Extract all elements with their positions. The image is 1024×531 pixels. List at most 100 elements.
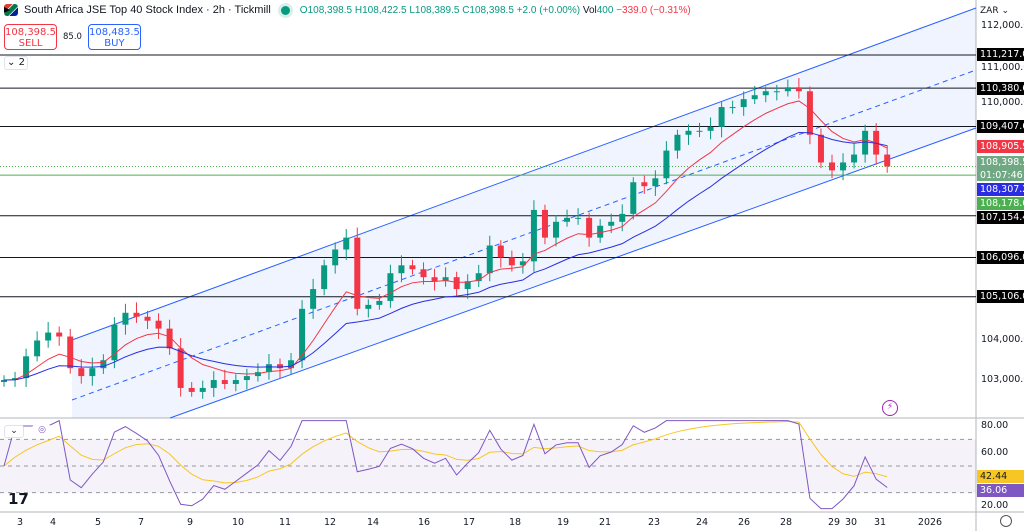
candle-body xyxy=(840,162,847,171)
candle-body xyxy=(188,387,195,392)
candle-body xyxy=(453,277,460,290)
candle-body xyxy=(718,107,725,127)
candle-body xyxy=(376,300,383,305)
lightning-icon[interactable]: ⚡ xyxy=(882,400,898,416)
candle-body xyxy=(884,154,891,167)
candle-body xyxy=(265,364,272,373)
rsi-tick-label: 80.00 xyxy=(981,420,1009,431)
candle-body xyxy=(586,217,593,238)
candle-body xyxy=(751,95,758,100)
candle-body xyxy=(674,134,681,151)
candle-body xyxy=(122,312,129,325)
x-tick-label: 28 xyxy=(780,517,792,528)
candle-body xyxy=(564,217,571,222)
candle-body xyxy=(89,368,96,377)
x-tick-label: 29 xyxy=(828,517,840,528)
candle-body xyxy=(78,368,85,377)
candle-body xyxy=(597,225,604,238)
current-price-label: 108,398.5 01:07:46 xyxy=(977,155,1024,181)
candle-body xyxy=(729,107,736,109)
candle-body xyxy=(497,245,504,258)
level-price-label: 109,407.6 xyxy=(977,120,1024,134)
candle-body xyxy=(464,281,471,290)
candle-body xyxy=(365,304,372,309)
candle-body xyxy=(409,265,416,270)
candle-body xyxy=(232,380,239,384)
candle-body xyxy=(817,134,824,163)
x-tick-label: 21 xyxy=(599,517,611,528)
rsi-collapse-button[interactable]: ⌄ xyxy=(4,425,24,438)
channel-line xyxy=(71,7,977,341)
rsi-settings-icon[interactable]: ◎ xyxy=(32,425,52,438)
settings-gear-icon[interactable] xyxy=(1000,515,1012,527)
candle-body xyxy=(67,336,74,369)
buy-button[interactable]: 108,483.5 BUY xyxy=(87,24,141,50)
candle-body xyxy=(486,245,493,274)
x-tick-label: 24 xyxy=(696,517,708,528)
candle-body xyxy=(243,376,250,381)
x-tick-label: 19 xyxy=(557,517,569,528)
level-price-label: 105,106.0 xyxy=(977,290,1024,304)
candle-body xyxy=(530,209,537,262)
candle-body xyxy=(155,320,162,329)
candle-body xyxy=(56,332,63,337)
x-tick-label: 12 xyxy=(324,517,336,528)
candle-body xyxy=(177,348,184,388)
candle-body xyxy=(310,289,317,309)
candle-body xyxy=(431,277,438,282)
candle-body xyxy=(851,154,858,163)
candle-body xyxy=(221,380,228,384)
candle-body xyxy=(641,182,648,187)
candle-body xyxy=(442,277,449,282)
level-price-label: 107,154.4 xyxy=(977,210,1024,224)
x-tick-label: 30 xyxy=(845,517,857,528)
candle-body xyxy=(299,308,306,361)
x-tick-label: 5 xyxy=(95,517,101,528)
candle-body xyxy=(707,126,714,131)
candle-body xyxy=(144,316,151,321)
candle-body xyxy=(652,178,659,187)
y-tick-label: 111,000.0 xyxy=(981,62,1024,74)
current-price-label: 108,307.2 xyxy=(977,182,1024,196)
rsi-line xyxy=(3,419,888,510)
chart-header: South Africa JSE Top 40 Stock Index · 2h… xyxy=(4,4,691,16)
candle-body xyxy=(553,221,559,238)
candle-body xyxy=(829,162,835,171)
candle-body xyxy=(773,91,780,93)
x-tick-label: 10 xyxy=(232,517,244,528)
indicators-collapse-button[interactable]: ⌄ 2 xyxy=(4,56,28,70)
y-tick-label: 112,000.0 xyxy=(981,20,1024,31)
candle-body xyxy=(663,150,670,179)
candle-body xyxy=(575,217,582,219)
symbol-title[interactable]: South Africa JSE Top 40 Stock Index · 2h… xyxy=(24,4,271,16)
candle-body xyxy=(862,130,869,155)
x-tick-label: 16 xyxy=(418,517,430,528)
current-price-label: 108,905.9 xyxy=(977,139,1024,153)
rsi-tick-label: 20.00 xyxy=(981,499,1009,511)
trade-panel: 108,398.5 SELL 85.0 108,483.5 BUY xyxy=(4,24,141,50)
x-tick-label: 9 xyxy=(187,517,193,528)
candle-body xyxy=(254,372,261,377)
level-price-label: 110,380.6 xyxy=(977,81,1024,95)
channel-line xyxy=(169,127,977,419)
x-tick-label: 3 xyxy=(17,517,23,528)
x-tick-label: 7 xyxy=(138,517,144,528)
candle-body xyxy=(806,91,813,135)
candle-body xyxy=(508,257,515,266)
candle-body xyxy=(166,328,173,349)
sell-button[interactable]: 108,398.5 SELL xyxy=(4,24,57,50)
y-tick-label: 103,000.0 xyxy=(981,374,1024,386)
x-tick-label: 11 xyxy=(279,517,291,528)
candle-body xyxy=(541,209,548,238)
candle-body xyxy=(762,91,769,96)
candle-body xyxy=(420,269,427,278)
candle-body xyxy=(199,387,206,392)
ema-fast-line xyxy=(3,100,888,381)
candle-body xyxy=(387,273,394,301)
x-tick-label: 2026 xyxy=(918,517,942,528)
y-tick-label: 110,000.0 xyxy=(981,97,1024,109)
currency-selector[interactable]: ZAR ⌄ xyxy=(980,6,1009,16)
x-tick-label: 4 xyxy=(50,517,56,528)
candle-body xyxy=(332,249,339,266)
